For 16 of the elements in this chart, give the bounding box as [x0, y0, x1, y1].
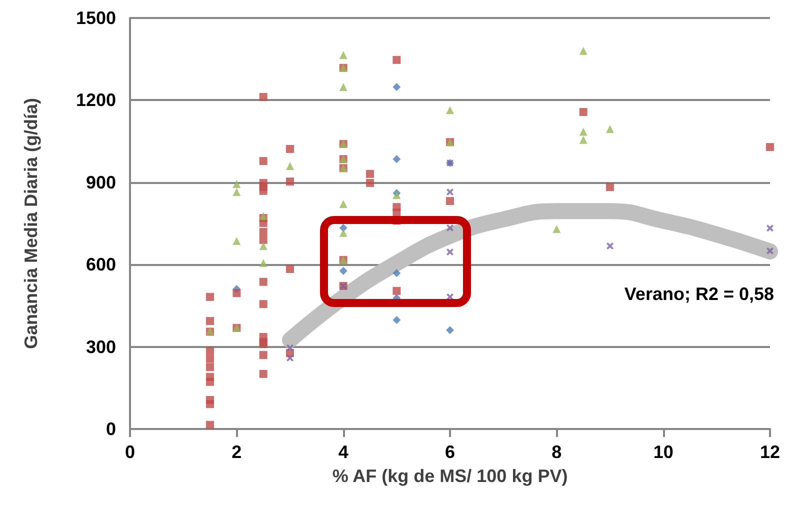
y-tick-label: 300	[86, 336, 116, 357]
x-tick-label: 8	[552, 442, 562, 462]
y-tick-label: 900	[86, 172, 116, 192]
x-tick-label: 10	[653, 442, 674, 462]
x-tick-label: 4	[338, 442, 348, 462]
x-tick-label: 6	[444, 442, 456, 462]
y-tick-label: 1500	[76, 8, 116, 28]
y-tick-label: 600	[86, 254, 116, 275]
annotation: Verano; R2 = 0,58	[624, 284, 774, 304]
x-tick-label: 0	[124, 442, 136, 462]
y-tick-label: 1200	[76, 90, 116, 110]
x-tick-label: 2	[232, 442, 242, 462]
y-axis-title: Ganancia Media Diaria (g/día)	[21, 98, 41, 350]
x-axis-title: % AF (kg de MS/ 100 kg PV)	[332, 466, 568, 486]
x-tick-label: 12	[760, 442, 780, 462]
y-tick-label: 0	[106, 419, 116, 439]
